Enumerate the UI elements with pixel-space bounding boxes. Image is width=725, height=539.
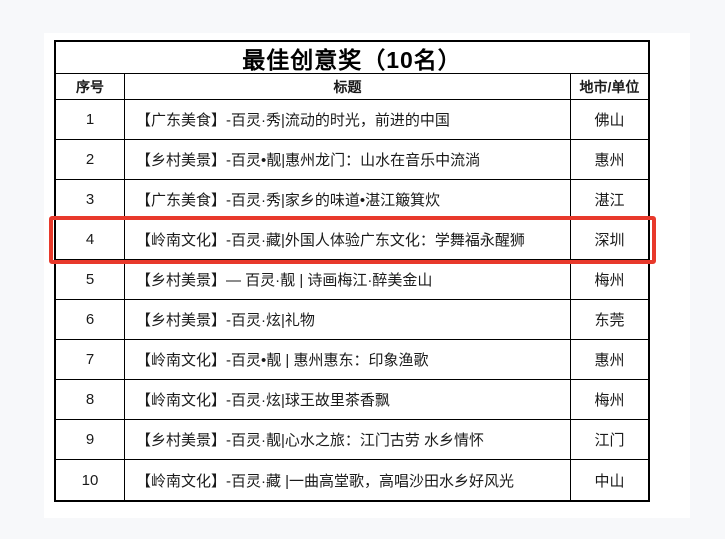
table-row: 10 【岭南文化】-百灵·藏 |一曲高堂歌，高唱沙田水乡好风光 中山 [56,460,648,500]
cell-title: 【广东美食】-百灵·秀|家乡的味道•湛江簸箕炊 [124,180,570,219]
header-no: 序号 [76,78,104,95]
table-title: 最佳创意奖（10名） [56,42,648,74]
cell-city: 湛江 [570,180,648,219]
table-row: 3 【广东美食】-百灵·秀|家乡的味道•湛江簸箕炊 湛江 [56,180,648,220]
cell-no: 2 [85,151,95,168]
cell-city: 惠州 [570,340,648,379]
cell-no: 6 [85,311,95,328]
cell-city: 江门 [570,420,648,459]
table-row: 2 【乡村美景】-百灵•靓|惠州龙门：山水在音乐中流淌 惠州 [56,140,648,180]
table-row: 1 【广东美食】-百灵·秀|流动的时光，前进的中国 佛山 [56,100,648,140]
cell-no: 7 [85,351,95,368]
cell-title: 【岭南文化】-百灵·炫|球王故里茶香飘 [124,380,570,419]
cell-title: 【岭南文化】-百灵•靓 | 惠州惠东：印象渔歌 [124,340,570,379]
cell-city: 深圳 [570,220,648,259]
cell-title: 【岭南文化】-百灵·藏 |一曲高堂歌，高唱沙田水乡好风光 [124,460,570,500]
cell-no: 5 [85,271,95,288]
cell-no: 3 [85,191,95,208]
cell-no: 4 [85,231,95,248]
awards-table: 最佳创意奖（10名） 序号 标题 地市/单位 1 【广东美食】-百灵·秀|流动的… [49,40,656,502]
table-row: 7 【岭南文化】-百灵•靓 | 惠州惠东：印象渔歌 惠州 [56,340,648,380]
cell-title: 【乡村美景】-百灵·靓|心水之旅：江门古劳 水乡情怀 [124,420,570,459]
table-row: 6 【乡村美景】-百灵·炫|礼物 东莞 [56,300,648,340]
cell-title: 【乡村美景】— 百灵·靓 | 诗画梅江·醉美金山 [124,260,570,299]
cell-no: 8 [85,391,95,408]
cell-no: 9 [85,431,95,448]
cell-city: 梅州 [570,380,648,419]
table-row: 9 【乡村美景】-百灵·靓|心水之旅：江门古劳 水乡情怀 江门 [56,420,648,460]
cell-city: 惠州 [570,140,648,179]
cell-city: 东莞 [570,300,648,339]
header-city: 地市/单位 [570,74,648,99]
cell-title: 【广东美食】-百灵·秀|流动的时光，前进的中国 [124,100,570,139]
cell-city: 梅州 [570,260,648,299]
cell-no: 10 [81,471,99,489]
table-row: 8 【岭南文化】-百灵·炫|球王故里茶香飘 梅州 [56,380,648,420]
document-page: 最佳创意奖（10名） 序号 标题 地市/单位 1 【广东美食】-百灵·秀|流动的… [44,33,690,518]
cell-no: 1 [85,111,95,128]
cell-city: 中山 [570,460,648,500]
cell-title: 【乡村美景】-百灵·炫|礼物 [124,300,570,339]
table-header-row: 序号 标题 地市/单位 [56,74,648,100]
cell-city: 佛山 [570,100,648,139]
header-title: 标题 [124,74,570,99]
table-row: 5 【乡村美景】— 百灵·靓 | 诗画梅江·醉美金山 梅州 [56,260,648,300]
cell-title: 【岭南文化】-百灵·藏|外国人体验广东文化：学舞福永醒狮 [124,220,570,259]
cell-title: 【乡村美景】-百灵•靓|惠州龙门：山水在音乐中流淌 [124,140,570,179]
table-row-highlighted: 4 【岭南文化】-百灵·藏|外国人体验广东文化：学舞福永醒狮 深圳 [49,216,656,264]
